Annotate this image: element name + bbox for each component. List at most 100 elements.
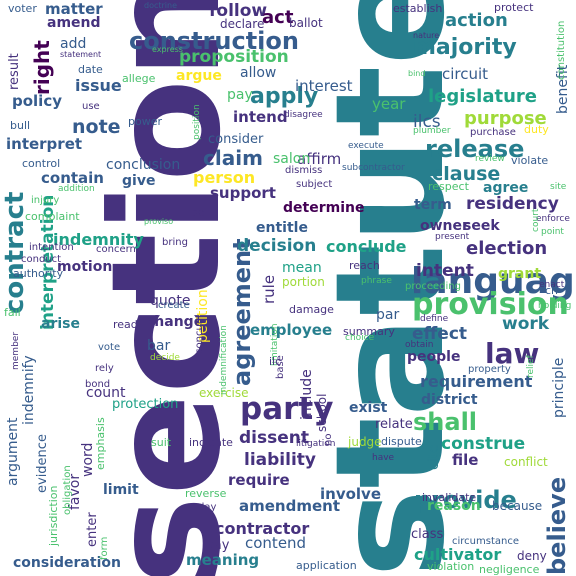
cloud-word: site <box>550 182 567 192</box>
cloud-word: bring <box>162 237 188 248</box>
cloud-word: ilcs <box>413 112 441 132</box>
cloud-word: read <box>113 318 138 331</box>
cloud-word: phrase <box>361 276 392 286</box>
cloud-word: jurisdiction <box>47 485 60 547</box>
cloud-word: provision <box>412 287 569 322</box>
cloud-word: review <box>475 154 505 164</box>
cloud-word: work <box>502 314 550 334</box>
cloud-word: reach <box>349 259 380 272</box>
cloud-word: party <box>240 391 334 427</box>
cloud-word: power <box>128 115 162 128</box>
cloud-word: language <box>411 261 576 302</box>
cloud-word: amendment <box>239 497 340 515</box>
cloud-word: policy <box>12 92 62 110</box>
cloud-word: choice <box>345 333 375 343</box>
cloud-word: dissent <box>239 428 309 448</box>
cloud-word: obtain <box>405 340 434 350</box>
cloud-word: invalidate <box>422 491 477 504</box>
cloud-word: portion <box>282 275 325 289</box>
cloud-word: conflict <box>504 455 548 469</box>
cloud-word: decide <box>150 353 180 363</box>
cloud-word: requirement <box>420 372 533 391</box>
cloud-word: proposition <box>179 47 289 67</box>
cloud-word: note <box>72 116 121 138</box>
cloud-word: clause <box>432 163 501 185</box>
cloud-word: residency <box>466 194 559 214</box>
cloud-word: include <box>299 369 315 420</box>
cloud-word: term <box>414 197 452 213</box>
cloud-word: par <box>376 307 400 323</box>
cloud-word: election <box>466 238 548 259</box>
cloud-word: intent <box>416 261 474 281</box>
cloud-word: dismiss <box>285 165 323 176</box>
cloud-word: indemnify <box>21 355 37 425</box>
cloud-word: motion <box>57 259 113 275</box>
cloud-word: protect <box>494 1 534 14</box>
cloud-word: summary <box>343 325 395 338</box>
cloud-word: bond <box>85 379 111 390</box>
cloud-word: construction <box>129 27 299 55</box>
cloud-word: law <box>485 337 540 370</box>
cloud-word: reason <box>427 498 481 514</box>
cloud-word: complaint <box>25 210 80 223</box>
cloud-word: addition <box>58 184 95 194</box>
cloud-word: add <box>60 36 87 52</box>
cloud-word: quote <box>150 293 191 309</box>
cloud-word: file <box>452 451 479 469</box>
cloud-word: contend <box>245 534 307 552</box>
cloud-word: matter <box>45 0 103 18</box>
cloud-word: construe <box>441 434 526 454</box>
cloud-word: grant <box>498 266 542 282</box>
cloud-word: voter <box>8 2 37 15</box>
cloud-word: declare <box>220 17 265 31</box>
cloud-word: action <box>445 10 508 31</box>
cloud-word: proceeding <box>405 281 461 292</box>
cloud-word: act <box>262 7 294 28</box>
cloud-word: claim <box>203 146 263 170</box>
cloud-word: indemnity <box>53 230 144 249</box>
cloud-word: conclusion <box>106 157 181 173</box>
cloud-word: reverse <box>185 487 227 500</box>
cloud-word: support <box>210 184 276 202</box>
cloud-word: decision <box>237 236 317 256</box>
cloud-word: effect <box>412 324 468 344</box>
cloud-word: year <box>372 95 406 113</box>
cloud-word: cite <box>426 444 442 470</box>
cloud-word: present <box>435 232 470 242</box>
cloud-word: argument <box>5 417 21 486</box>
cloud-word: entitle <box>256 220 308 236</box>
cloud-word: establish <box>393 2 443 15</box>
cloud-word: legislature <box>428 86 537 107</box>
cloud-word: follow <box>209 1 268 21</box>
cloud-word: issue <box>75 76 122 95</box>
cloud-word: judge <box>348 435 382 449</box>
cloud-word: provide <box>414 486 517 514</box>
cloud-word: purpose <box>464 108 547 129</box>
cloud-word: enforce <box>536 214 570 224</box>
cloud-word: vote <box>98 342 121 353</box>
cloud-word: emphasis <box>94 417 107 470</box>
cloud-word: use <box>82 101 100 112</box>
cloud-word: indemnification <box>219 325 229 395</box>
cloud-word: violate <box>511 154 549 167</box>
cloud-word: intend <box>233 108 288 126</box>
cloud-word: constitution <box>556 20 567 80</box>
cloud-word: require <box>228 471 290 489</box>
cloud-word: doctrine <box>144 1 178 10</box>
cloud-word: define <box>420 314 449 324</box>
cloud-word: mean <box>282 260 322 276</box>
cloud-word: enact <box>539 280 565 290</box>
cloud-word: court <box>531 208 541 232</box>
cloud-word: exercise <box>199 386 249 400</box>
cloud-word: fail <box>4 306 21 319</box>
cloud-word: right <box>30 40 54 95</box>
cloud-word: allow <box>240 65 277 81</box>
cloud-word: create <box>158 300 190 311</box>
cloud-word: agree <box>483 180 529 196</box>
cloud-word: plumber <box>413 126 451 136</box>
cloud-word: bull <box>10 119 31 132</box>
cloud-word: no <box>323 433 334 446</box>
cloud-word: believe <box>543 476 571 575</box>
cloud-word: bar <box>147 338 171 354</box>
